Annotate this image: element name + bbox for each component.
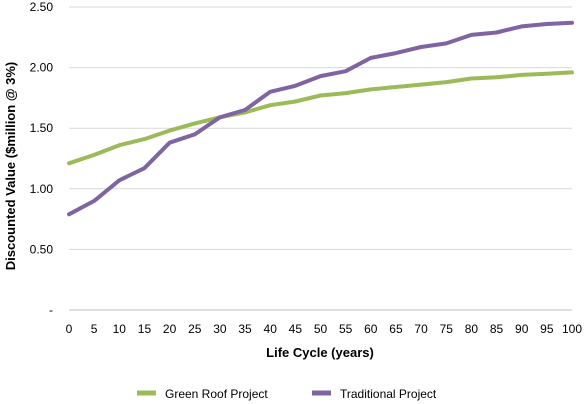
- x-tick-label: 95: [540, 322, 554, 336]
- series-line-1: [67, 70, 574, 166]
- y-axis-title: Discounted Value ($million @ 3%): [3, 62, 18, 270]
- x-tick-label: 5: [91, 322, 98, 336]
- x-tick-label: 35: [238, 322, 252, 336]
- series-line-2: [67, 20, 574, 217]
- x-tick-label: 30: [213, 322, 227, 336]
- y-tick-label: 2.00: [30, 61, 54, 75]
- x-tick-label: 45: [289, 322, 303, 336]
- x-tick-label: 65: [389, 322, 403, 336]
- x-tick-label: 90: [515, 322, 529, 336]
- y-tick-label: 0.50: [30, 242, 54, 256]
- legend-label: Green Roof Project: [165, 387, 268, 401]
- x-tick-label: 85: [490, 322, 504, 336]
- y-axis-ticks: - 0.50 1.00 1.50 2.00 2.50: [30, 0, 54, 317]
- x-tick-label: 55: [339, 322, 353, 336]
- x-tick-label: 80: [465, 322, 479, 336]
- legend-label: Traditional Project: [340, 387, 437, 401]
- legend: Green Roof Project Traditional Project: [137, 387, 437, 401]
- x-tick-label: 40: [264, 322, 278, 336]
- x-tick-label: 10: [113, 322, 127, 336]
- x-axis-title: Life Cycle (years): [266, 345, 374, 360]
- x-tick-label: 0: [66, 322, 73, 336]
- x-tick-label: 20: [163, 322, 177, 336]
- y-tick-label: 2.50: [30, 0, 54, 14]
- x-tick-label: 70: [414, 322, 428, 336]
- x-tick-label: 15: [138, 322, 152, 336]
- x-tick-label: 25: [188, 322, 202, 336]
- x-tick-label: 75: [440, 322, 454, 336]
- x-tick-label: 50: [314, 322, 328, 336]
- x-tick-label: 100: [562, 322, 582, 336]
- x-tick-label: 60: [364, 322, 378, 336]
- y-tick-label: -: [49, 303, 53, 317]
- gridlines: [69, 6, 572, 311]
- x-axis-ticks: 0 5 10 15 20 25 30 35 40 45 50 55 60 65 70 75 80 85 90 95 10…: [66, 322, 583, 336]
- y-tick-label: 1.50: [30, 121, 54, 135]
- series-lines: [67, 20, 574, 217]
- y-tick-label: 1.00: [30, 182, 54, 196]
